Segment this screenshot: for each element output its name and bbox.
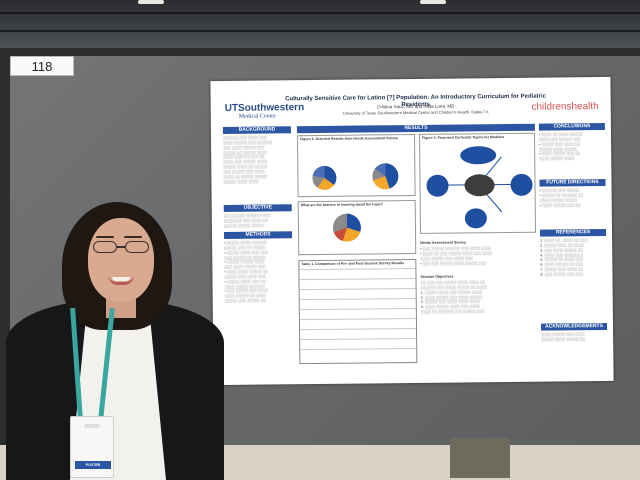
ceiling-light: [420, 0, 446, 4]
smile: [108, 275, 134, 285]
teeth: [112, 277, 130, 281]
eyeglass-bridge: [117, 246, 125, 248]
eyeglasses: [93, 241, 149, 255]
ceiling-truss: [0, 12, 640, 14]
eyeglass-lens: [93, 241, 117, 253]
name-badge: ░░░░░░ POSTER PRESENTER: [70, 416, 114, 478]
ceiling-light: [138, 0, 164, 4]
board-number-label: 118: [10, 56, 74, 76]
badge-role-label: POSTER PRESENTER: [75, 461, 111, 475]
face: [88, 218, 154, 302]
eyebrow: [124, 236, 142, 238]
ceiling-truss: [0, 30, 640, 32]
convention-ceiling: [0, 0, 640, 52]
bystander-legs: [450, 438, 510, 478]
badge-name-text: ░░░░░░: [84, 424, 100, 428]
eyebrow: [96, 236, 114, 238]
eyeglass-lens: [125, 241, 149, 253]
